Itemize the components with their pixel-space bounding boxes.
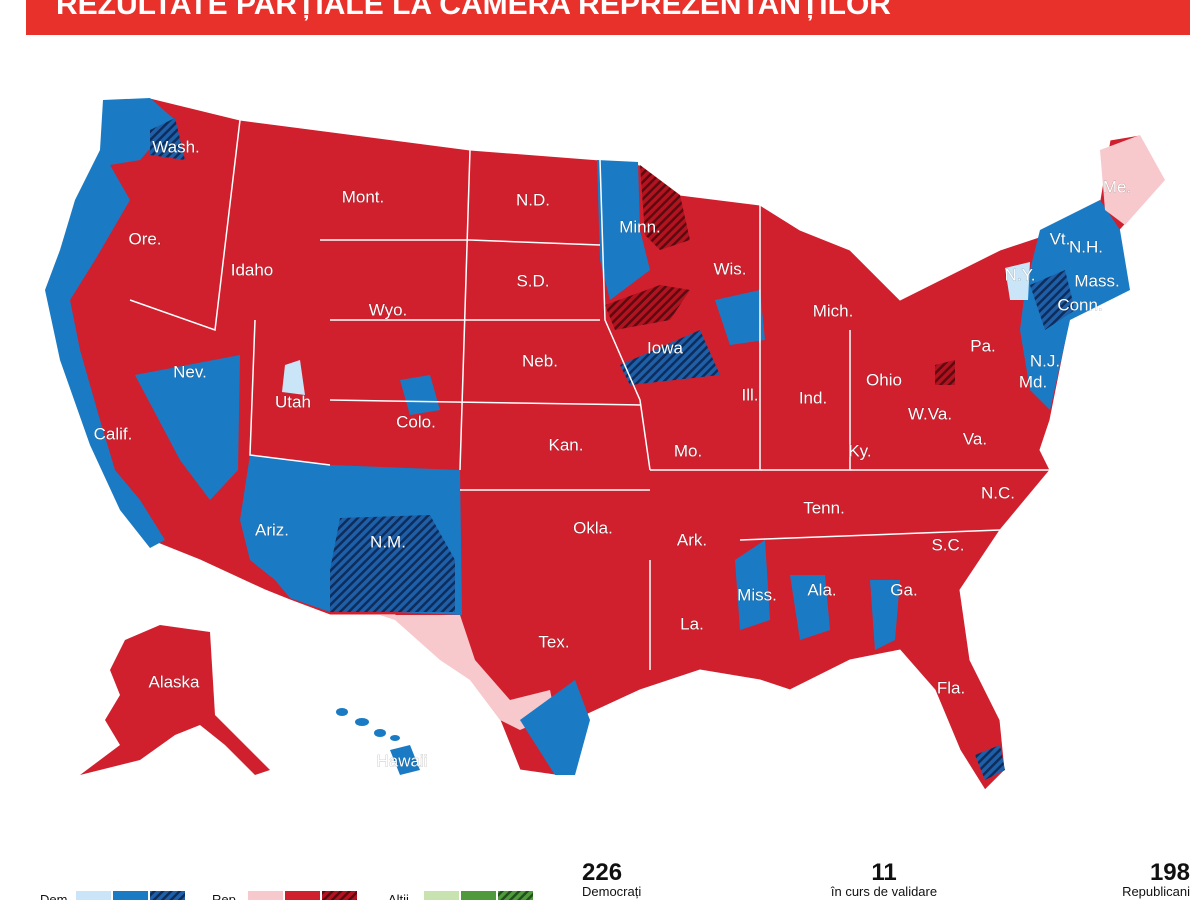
legend-swatch (113, 891, 148, 903)
state-label: Ill. (742, 385, 759, 404)
state-label: Ala. (807, 580, 836, 599)
state-label: W.Va. (908, 404, 952, 423)
state-label: Mont. (342, 187, 385, 206)
state-labels: Wash. Mont. N.D. Minn. Me. Ore. Idaho S.D. Wis. V… (93, 137, 1131, 771)
state-label: Miss. (737, 585, 777, 604)
dem-region-nev (135, 355, 240, 500)
state-label: Ind. (799, 388, 827, 407)
state-label: Idaho (231, 260, 274, 279)
state-label: Ark. (677, 530, 707, 549)
rep-seats: 198 (1150, 859, 1190, 886)
dem-region-ga (870, 580, 900, 650)
state-label: Kan. (549, 435, 584, 454)
dem-region-colo (400, 375, 440, 415)
state-label: Wash. (152, 137, 200, 156)
state-label: N.M. (370, 532, 406, 551)
state-label: Calif. (94, 424, 133, 443)
legend-swatch (461, 891, 496, 903)
legend-swatch (76, 891, 111, 903)
legend-swatch (150, 891, 185, 903)
state-label: Tex. (538, 632, 569, 651)
state-label: Tenn. (803, 498, 845, 517)
state-label: Ariz. (255, 520, 289, 539)
state-label: Mo. (674, 441, 702, 460)
dem-region-nm-hatched (330, 515, 455, 612)
dem-seats: 226 (582, 859, 622, 886)
dem-region-wis (715, 290, 765, 345)
header-title: REZULTATE PARȚIALE LA CAMERA REPREZENTAN… (56, 0, 891, 21)
state-label: Hawaii (376, 751, 427, 770)
state-label: N.Y. (1005, 265, 1036, 284)
state-label: S.C. (931, 535, 964, 554)
state-label: Neb. (522, 351, 558, 370)
state-label: Okla. (573, 518, 613, 537)
rep-region-maine (1100, 135, 1165, 225)
map (44, 97, 1166, 791)
dem-region-mass-hatched (1030, 270, 1075, 330)
dem-region-northeast (1020, 200, 1130, 410)
state-label: Fla. (937, 678, 965, 697)
state-label: Alaska (148, 672, 200, 691)
rep-region-ny-light (1005, 262, 1030, 300)
state-label: Iowa (647, 338, 683, 357)
state-borders (129, 119, 1050, 670)
dem-region-ala (790, 575, 830, 640)
state-label: Wyo. (369, 300, 408, 319)
pending-seats: 11 (871, 859, 896, 886)
rep-region-texas-light (380, 615, 555, 730)
state-label: Mich. (813, 301, 854, 320)
state-label: Utah (275, 392, 311, 411)
rep-region-minn-hatched (640, 165, 690, 250)
dem-region-minn (597, 160, 650, 300)
rep-region-iowa-hatched (605, 285, 690, 330)
rep-label: Republicani (1122, 884, 1190, 899)
dem-region-fla (975, 745, 1005, 780)
state-label: Ga. (890, 580, 917, 599)
dem-region-wash-hatched (150, 118, 185, 160)
dem-region-iowa (620, 330, 720, 385)
legend-swatch (424, 891, 459, 903)
header-banner (26, 0, 1190, 35)
alaska (80, 625, 270, 775)
state-label: Ky. (848, 441, 871, 460)
state-label: Ohio (866, 370, 902, 389)
state-label: Vt. (1050, 229, 1071, 248)
state-label: Me. (1103, 177, 1131, 196)
dem-region-texas-south (520, 680, 590, 775)
tally: 226 Democrați 11 în curs de validare 198… (582, 859, 1190, 899)
state-label: Md. (1019, 372, 1047, 391)
dem-region-pa-hatched (935, 360, 955, 385)
state-label: Wis. (713, 259, 746, 278)
dem-region-utah-light (282, 360, 305, 395)
legend-swatch (322, 891, 357, 903)
legend-swatch (498, 891, 533, 903)
state-label: Conn. (1057, 295, 1102, 314)
legend-swatch (285, 891, 320, 903)
state-label: Ore. (128, 229, 161, 248)
state-label: Va. (963, 429, 987, 448)
state-label: N.D. (516, 190, 550, 209)
legend-label: Dem. (40, 892, 71, 900)
state-label: N.J. (1030, 351, 1060, 370)
hawaii (336, 708, 420, 775)
pending-label: în curs de validare (830, 884, 937, 899)
legend-label: Alții (388, 892, 409, 900)
state-label: N.C. (981, 483, 1015, 502)
dem-region-west-coast (45, 98, 175, 548)
dem-region-miss (735, 540, 770, 630)
state-label: Mass. (1074, 271, 1119, 290)
legend-label: Rep. (212, 892, 239, 900)
state-label: La. (680, 614, 704, 633)
state-label: Colo. (396, 412, 436, 431)
legend: Dem. Rep. Alții (40, 891, 533, 905)
dem-label: Democrați (582, 884, 641, 899)
state-label: S.D. (516, 271, 549, 290)
state-label: Minn. (619, 217, 661, 236)
state-label: N.H. (1069, 237, 1103, 256)
legend-swatch (248, 891, 283, 903)
state-label: Pa. (970, 336, 996, 355)
state-label: Nev. (173, 362, 207, 381)
